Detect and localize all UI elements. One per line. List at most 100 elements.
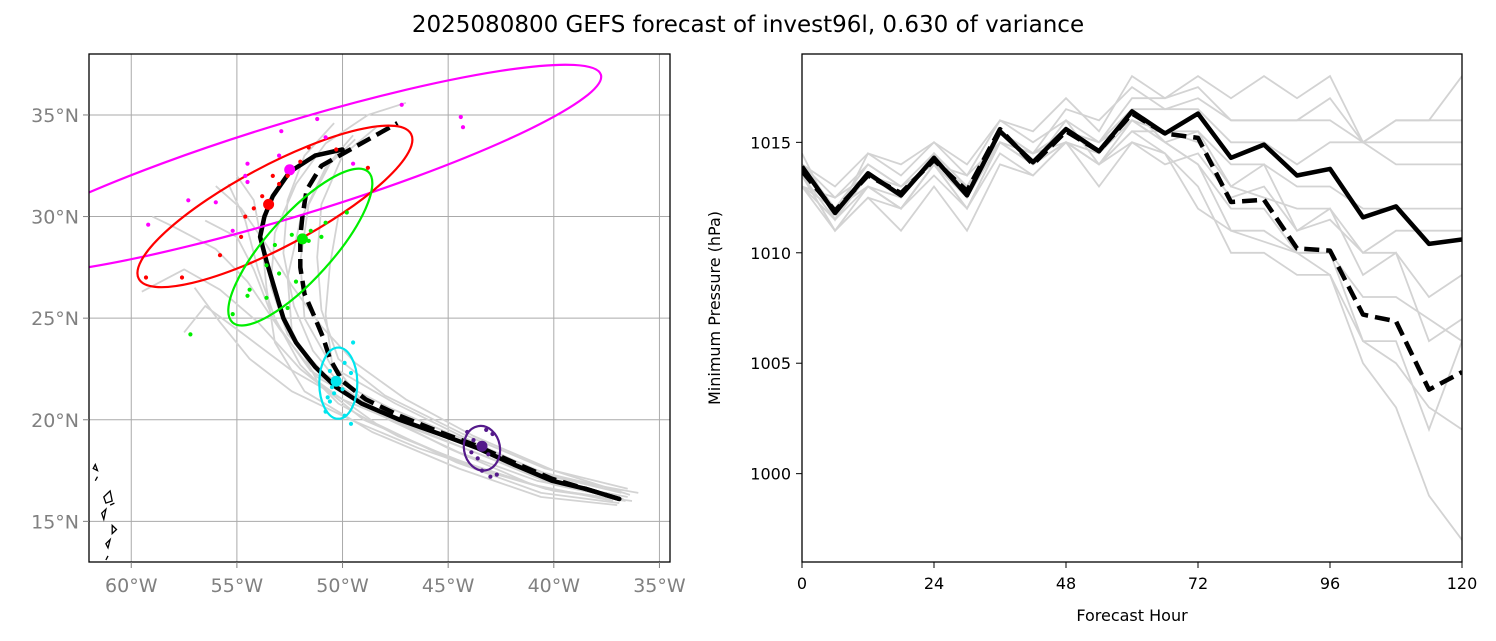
- mean-position-point: [263, 198, 275, 210]
- uncertainty-ellipse: [227, 167, 374, 327]
- member-position-point: [213, 200, 218, 205]
- member-position-point: [230, 228, 235, 233]
- member-pressure-line: [802, 107, 1462, 433]
- member-position-point: [490, 431, 495, 437]
- x-tick-label: 96: [1320, 574, 1340, 593]
- island-outline: [103, 489, 113, 504]
- member-position-point: [323, 135, 328, 140]
- member-position-point: [340, 387, 345, 392]
- y-tick-label: 1000: [750, 465, 791, 484]
- lon-tick-label: 50°W: [316, 575, 369, 597]
- lon-tick-label: 40°W: [528, 575, 581, 597]
- member-position-point: [332, 391, 337, 396]
- island-outline: [92, 462, 99, 472]
- mean-position-point: [330, 375, 342, 387]
- member-position-point: [186, 198, 191, 203]
- pressure-frame: [801, 53, 1463, 563]
- lon-tick-label: 35°W: [633, 575, 686, 597]
- member-position-point: [365, 165, 370, 170]
- lon-tick-label: 45°W: [422, 575, 475, 597]
- member-position-point: [289, 232, 294, 237]
- member-track-line: [324, 216, 614, 502]
- member-position-point: [399, 102, 404, 107]
- member-position-point: [460, 125, 466, 130]
- uncertainty-ellipses: [89, 63, 603, 472]
- mean-pressure-line: [802, 109, 1462, 247]
- member-position-point: [245, 179, 250, 185]
- member-position-point: [475, 456, 480, 461]
- member-position-point: [327, 399, 332, 404]
- member-position-point: [245, 161, 250, 166]
- member-position-point: [146, 222, 151, 227]
- subset-mean-pressure-line: [802, 111, 1462, 392]
- member-position-point: [348, 421, 354, 426]
- member-position-point: [239, 234, 244, 239]
- pressure-ticks: 0 24 48 72 96 120 1000 1005 1010 1015: [750, 133, 1477, 593]
- member-position-point: [179, 275, 185, 280]
- mean-position-point: [284, 164, 296, 176]
- member-position-point: [351, 340, 356, 345]
- lon-tick-label: 55°W: [211, 575, 264, 597]
- x-axis-label: Forecast Hour: [1076, 606, 1188, 625]
- member-position-point: [260, 194, 265, 199]
- lat-tick-label: 30°N: [31, 207, 79, 229]
- mean-pressure-lines: [802, 109, 1462, 392]
- member-position-point: [188, 332, 193, 337]
- island-outline: [109, 502, 115, 506]
- member-pressure-line: [802, 85, 1462, 211]
- member-position-point: [270, 173, 275, 178]
- member-position-point: [277, 181, 282, 187]
- caribbean-islands: [92, 462, 118, 561]
- uncertainty-ellipse: [462, 424, 502, 472]
- member-tracks: [141, 101, 639, 506]
- member-position-point: [325, 395, 330, 400]
- y-tick-label: 1005: [750, 354, 791, 373]
- island-outline: [100, 507, 107, 522]
- x-tick-label: 0: [797, 574, 807, 593]
- member-position-point: [243, 214, 248, 219]
- map-tick-labels: 60°W 55°W 50°W 45°W 40°W 35°W 15°N 20°N 25°N 30°N…: [31, 105, 686, 597]
- member-track-line: [152, 215, 628, 498]
- member-position-point: [342, 360, 347, 365]
- mean-position-point: [476, 440, 488, 452]
- lon-tick-label: 60°W: [105, 575, 158, 597]
- member-track-line: [183, 305, 624, 500]
- member-position-point: [334, 147, 339, 152]
- uncertainty-ellipse: [318, 346, 359, 420]
- member-position-point: [465, 429, 470, 435]
- member-position-point: [308, 228, 313, 233]
- y-axis-label: Minimum Pressure (hPa): [705, 211, 724, 405]
- member-pressure-line: [802, 74, 1462, 222]
- member-position-point: [243, 173, 248, 178]
- member-position-point: [306, 145, 311, 150]
- member-track-line: [282, 122, 618, 498]
- map-frame: [88, 53, 671, 563]
- member-track-line: [193, 287, 616, 500]
- x-tick-label: 120: [1447, 574, 1478, 593]
- member-track-line: [227, 183, 626, 502]
- uncertainty-ellipse: [89, 63, 603, 277]
- member-position-point: [277, 271, 282, 276]
- member-position-point: [342, 413, 347, 418]
- member-pressure-lines: [802, 74, 1462, 541]
- lat-tick-label: 15°N: [31, 511, 79, 533]
- member-position-point: [329, 385, 335, 390]
- mean-track-line: [257, 147, 622, 502]
- track-map-panel: 60°W 55°W 50°W 45°W 40°W 35°W 15°N 20°N 25°N 30°N…: [31, 53, 686, 597]
- member-position-point: [245, 293, 250, 298]
- member-position-point: [293, 279, 299, 284]
- member-position-point: [285, 305, 290, 311]
- mean-position-point: [296, 233, 308, 245]
- lat-tick-label: 25°N: [31, 308, 79, 330]
- member-track-line: [286, 138, 620, 504]
- member-position-point: [217, 253, 223, 258]
- member-position-point: [323, 409, 328, 414]
- member-position-point: [323, 220, 328, 225]
- member-position-point: [143, 275, 149, 280]
- member-track-line: [316, 126, 628, 490]
- member-position-point: [251, 206, 256, 211]
- member-position-point: [319, 234, 324, 239]
- member-position-point: [279, 129, 284, 134]
- island-outline: [111, 523, 118, 536]
- uncertainty-ellipse: [136, 124, 414, 289]
